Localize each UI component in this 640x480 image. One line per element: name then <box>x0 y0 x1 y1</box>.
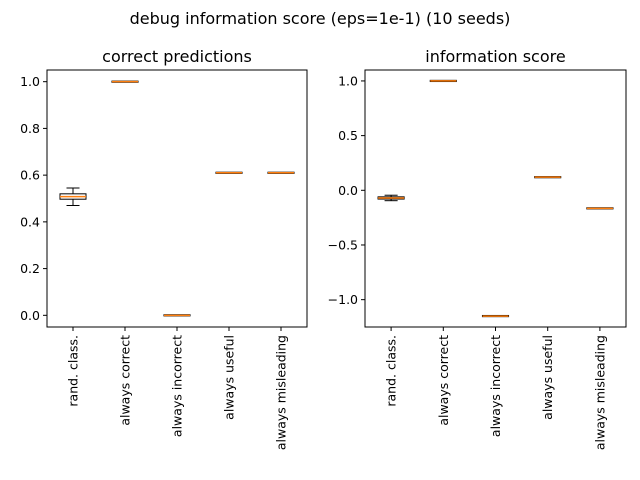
box-plot-3 <box>481 314 510 318</box>
x-tick-label: always misleading <box>592 335 607 450</box>
x-tick-label: always incorrect <box>170 335 185 437</box>
box-plot-5 <box>586 207 614 210</box>
y-tick-label: 0.4 <box>20 214 40 229</box>
chart-panel-2: information score −1.0 −0.5 0.0 0.5 1.0 rand. … <box>328 47 627 450</box>
y-tick-label: 0.5 <box>338 128 358 143</box>
x-tick-label: rand. class. <box>66 335 81 407</box>
box-plot-1 <box>377 194 405 202</box>
x-tick-label: always correct <box>436 335 451 426</box>
figure-suptitle: debug information score (eps=1e-1) (10 s… <box>130 9 511 28</box>
box-plot-5 <box>267 171 295 174</box>
chart-panels: correct predictions 0.0 0.2 0.4 0.6 0.8 1.0 ran… <box>20 47 627 450</box>
chart-title: correct predictions <box>102 47 252 66</box>
y-tick-label: 1.0 <box>338 73 358 88</box>
y-tick-label: 0.6 <box>20 168 40 183</box>
y-tick-label: 0.2 <box>20 261 40 276</box>
y-tick-label: −0.5 <box>328 237 358 252</box>
box-plot-4 <box>215 171 243 174</box>
box-plot-2 <box>111 80 139 83</box>
axes-frame <box>46 69 308 328</box>
x-tick-label: always misleading <box>274 335 289 450</box>
x-tick-label: always useful <box>540 335 555 420</box>
x-tick-label: rand. class. <box>384 335 399 407</box>
box-plot-1 <box>59 187 87 207</box>
x-tick-label: always useful <box>222 335 237 420</box>
y-tick-label: 1.0 <box>20 74 40 89</box>
y-tick-label: −1.0 <box>328 292 358 307</box>
y-tick-label: 0.8 <box>20 121 40 136</box>
x-tick-label: always correct <box>118 335 133 426</box>
box-plot-3 <box>163 314 191 317</box>
axes-frame <box>364 69 627 328</box>
box-plot-2 <box>429 79 457 83</box>
box-plot-4 <box>534 176 562 179</box>
y-tick-label: 0.0 <box>338 183 358 198</box>
chart-title: information score <box>425 47 565 66</box>
y-tick-label: 0.0 <box>20 308 40 323</box>
chart-panel-1: correct predictions 0.0 0.2 0.4 0.6 0.8 1.0 ran… <box>20 47 308 450</box>
x-tick-label: always incorrect <box>488 335 503 437</box>
